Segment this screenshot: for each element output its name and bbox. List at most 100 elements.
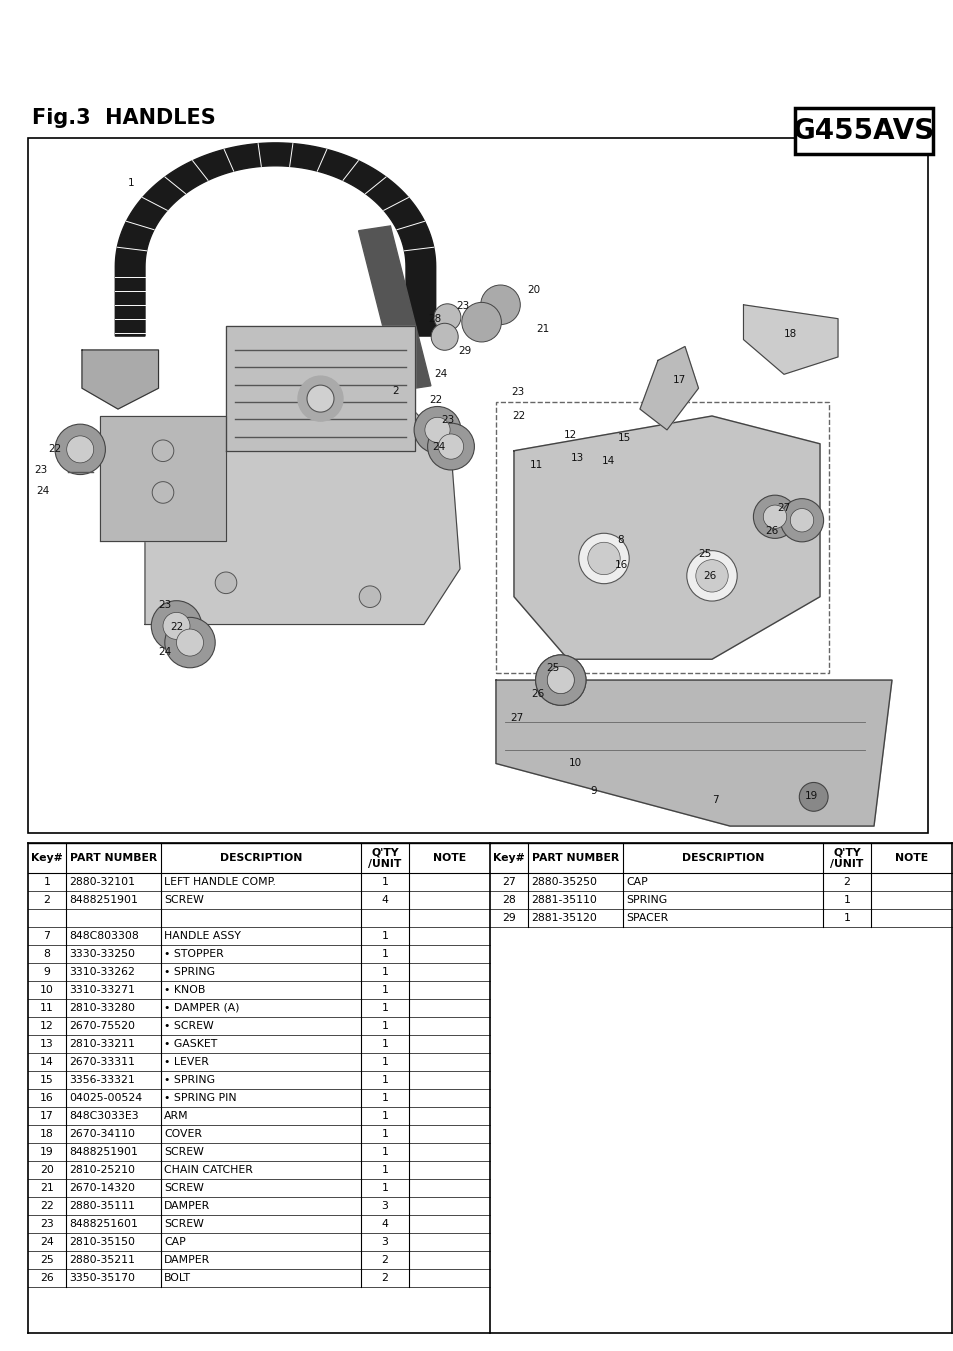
Text: 2: 2 bbox=[44, 894, 51, 905]
Polygon shape bbox=[639, 346, 698, 430]
Text: SCREW: SCREW bbox=[164, 1183, 204, 1193]
Text: 29: 29 bbox=[501, 913, 516, 923]
Circle shape bbox=[780, 499, 822, 542]
Text: • STOPPER: • STOPPER bbox=[164, 948, 224, 959]
Circle shape bbox=[547, 666, 574, 693]
Text: CAP: CAP bbox=[164, 1238, 186, 1247]
Text: 1: 1 bbox=[381, 1021, 388, 1031]
Text: 22: 22 bbox=[429, 394, 442, 405]
Text: • SPRING: • SPRING bbox=[164, 1075, 214, 1085]
Circle shape bbox=[434, 304, 460, 331]
Text: 1: 1 bbox=[381, 1147, 388, 1156]
Bar bbox=[28, 843, 490, 1288]
Text: 2670-14320: 2670-14320 bbox=[69, 1183, 135, 1193]
Text: 25: 25 bbox=[698, 549, 711, 558]
Text: NOTE: NOTE bbox=[433, 852, 466, 863]
Text: ARM: ARM bbox=[164, 1111, 189, 1121]
Text: G455AVS: G455AVS bbox=[792, 118, 934, 145]
Text: 3330-33250: 3330-33250 bbox=[69, 948, 135, 959]
Circle shape bbox=[686, 551, 737, 601]
Text: 1: 1 bbox=[381, 931, 388, 942]
Circle shape bbox=[67, 436, 93, 463]
Circle shape bbox=[753, 496, 796, 539]
Circle shape bbox=[789, 508, 813, 532]
Text: 16: 16 bbox=[614, 561, 627, 570]
Circle shape bbox=[427, 423, 474, 470]
Text: 18: 18 bbox=[782, 330, 796, 339]
Text: 8: 8 bbox=[617, 535, 623, 544]
Text: 4: 4 bbox=[381, 1219, 388, 1229]
Text: 27: 27 bbox=[777, 503, 790, 513]
Bar bbox=[28, 138, 927, 834]
Text: 26: 26 bbox=[531, 689, 544, 698]
Text: 3310-33271: 3310-33271 bbox=[69, 985, 134, 994]
Text: 2: 2 bbox=[381, 1255, 388, 1265]
Text: 22: 22 bbox=[49, 444, 62, 454]
Circle shape bbox=[799, 782, 827, 811]
Text: 1: 1 bbox=[381, 1075, 388, 1085]
Polygon shape bbox=[358, 226, 431, 390]
Text: 7: 7 bbox=[712, 794, 719, 805]
Polygon shape bbox=[100, 416, 226, 542]
Text: 13: 13 bbox=[571, 453, 584, 462]
Text: 23: 23 bbox=[456, 301, 469, 311]
Text: 3: 3 bbox=[381, 1238, 388, 1247]
Text: 848C3033E3: 848C3033E3 bbox=[69, 1111, 138, 1121]
Circle shape bbox=[163, 612, 190, 639]
Polygon shape bbox=[82, 350, 158, 409]
Text: 23: 23 bbox=[34, 465, 48, 474]
Text: 2881-35120: 2881-35120 bbox=[531, 913, 597, 923]
Text: 20: 20 bbox=[527, 285, 539, 295]
Text: 12: 12 bbox=[40, 1021, 53, 1031]
Text: 22: 22 bbox=[40, 1201, 53, 1210]
Text: • SPRING PIN: • SPRING PIN bbox=[164, 1093, 236, 1102]
Text: 1: 1 bbox=[381, 1002, 388, 1013]
Text: 23: 23 bbox=[441, 415, 455, 426]
Text: 23: 23 bbox=[511, 386, 524, 397]
Text: 1: 1 bbox=[44, 877, 51, 888]
Text: 20: 20 bbox=[40, 1165, 54, 1175]
Circle shape bbox=[152, 482, 173, 504]
Circle shape bbox=[152, 601, 201, 651]
Text: 26: 26 bbox=[764, 527, 778, 536]
Text: SCREW: SCREW bbox=[164, 894, 204, 905]
Text: 24: 24 bbox=[434, 369, 447, 380]
Text: 18: 18 bbox=[40, 1129, 53, 1139]
Text: 25: 25 bbox=[545, 662, 558, 673]
Circle shape bbox=[424, 417, 450, 443]
Text: 848C803308: 848C803308 bbox=[69, 931, 138, 942]
Text: 1: 1 bbox=[381, 877, 388, 888]
Text: 1: 1 bbox=[381, 967, 388, 977]
Circle shape bbox=[438, 434, 463, 459]
Text: 21: 21 bbox=[40, 1183, 53, 1193]
Text: 8488251901: 8488251901 bbox=[69, 1147, 138, 1156]
Circle shape bbox=[587, 542, 619, 574]
Text: LEFT HANDLE COMP.: LEFT HANDLE COMP. bbox=[164, 877, 275, 888]
Text: 26: 26 bbox=[702, 571, 716, 581]
Text: • SPRING: • SPRING bbox=[164, 967, 214, 977]
Text: 11: 11 bbox=[529, 459, 542, 470]
Text: 2881-35110: 2881-35110 bbox=[531, 894, 597, 905]
Text: 19: 19 bbox=[803, 792, 817, 801]
Polygon shape bbox=[226, 326, 415, 451]
Text: 27: 27 bbox=[501, 877, 516, 888]
Text: SPRING: SPRING bbox=[625, 894, 666, 905]
Text: 21: 21 bbox=[536, 324, 549, 334]
Text: 2: 2 bbox=[381, 1273, 388, 1283]
Text: 04025-00524: 04025-00524 bbox=[69, 1093, 142, 1102]
Text: 2670-75520: 2670-75520 bbox=[69, 1021, 135, 1031]
Text: 14: 14 bbox=[601, 457, 615, 466]
Text: 2810-33211: 2810-33211 bbox=[69, 1039, 134, 1048]
Text: COVER: COVER bbox=[164, 1129, 202, 1139]
Text: 1: 1 bbox=[381, 985, 388, 994]
Text: SCREW: SCREW bbox=[164, 1147, 204, 1156]
Text: 2: 2 bbox=[842, 877, 849, 888]
Text: 24: 24 bbox=[158, 647, 172, 658]
Text: 8488251901: 8488251901 bbox=[69, 894, 138, 905]
Text: HANDLE ASSY: HANDLE ASSY bbox=[164, 931, 240, 942]
Text: 10: 10 bbox=[40, 985, 54, 994]
Text: PART NUMBER: PART NUMBER bbox=[70, 852, 157, 863]
Bar bbox=[794, 108, 932, 154]
Bar bbox=[496, 403, 828, 673]
Text: 2670-33311: 2670-33311 bbox=[69, 1056, 134, 1067]
